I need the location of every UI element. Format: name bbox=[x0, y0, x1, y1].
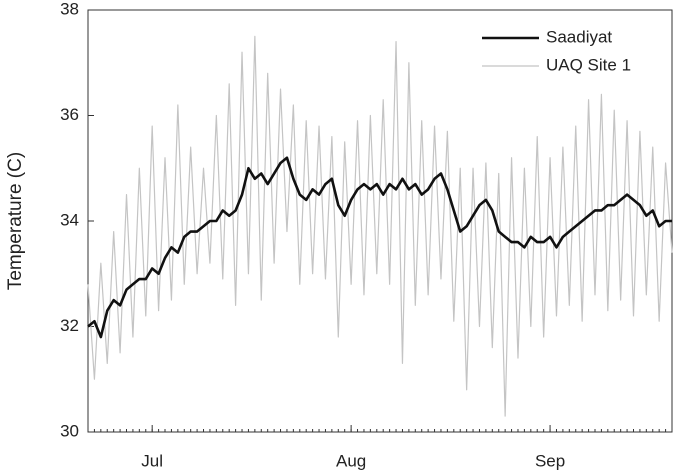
legend-label: UAQ Site 1 bbox=[546, 55, 631, 74]
y-tick-label: 32 bbox=[60, 316, 79, 335]
x-tick-label: Sep bbox=[535, 451, 565, 470]
y-tick-label: 34 bbox=[60, 210, 79, 229]
y-tick-label: 38 bbox=[60, 0, 79, 18]
legend-label: Saadiyat bbox=[546, 27, 612, 46]
x-tick-label: Aug bbox=[336, 451, 366, 470]
series-line bbox=[87, 35, 673, 417]
y-tick-label: 36 bbox=[60, 105, 79, 124]
y-axis-label: Temperature (C) bbox=[5, 152, 26, 290]
x-tick-label: Jul bbox=[141, 451, 163, 470]
y-tick-label: 30 bbox=[60, 421, 79, 440]
series-line bbox=[87, 156, 672, 339]
